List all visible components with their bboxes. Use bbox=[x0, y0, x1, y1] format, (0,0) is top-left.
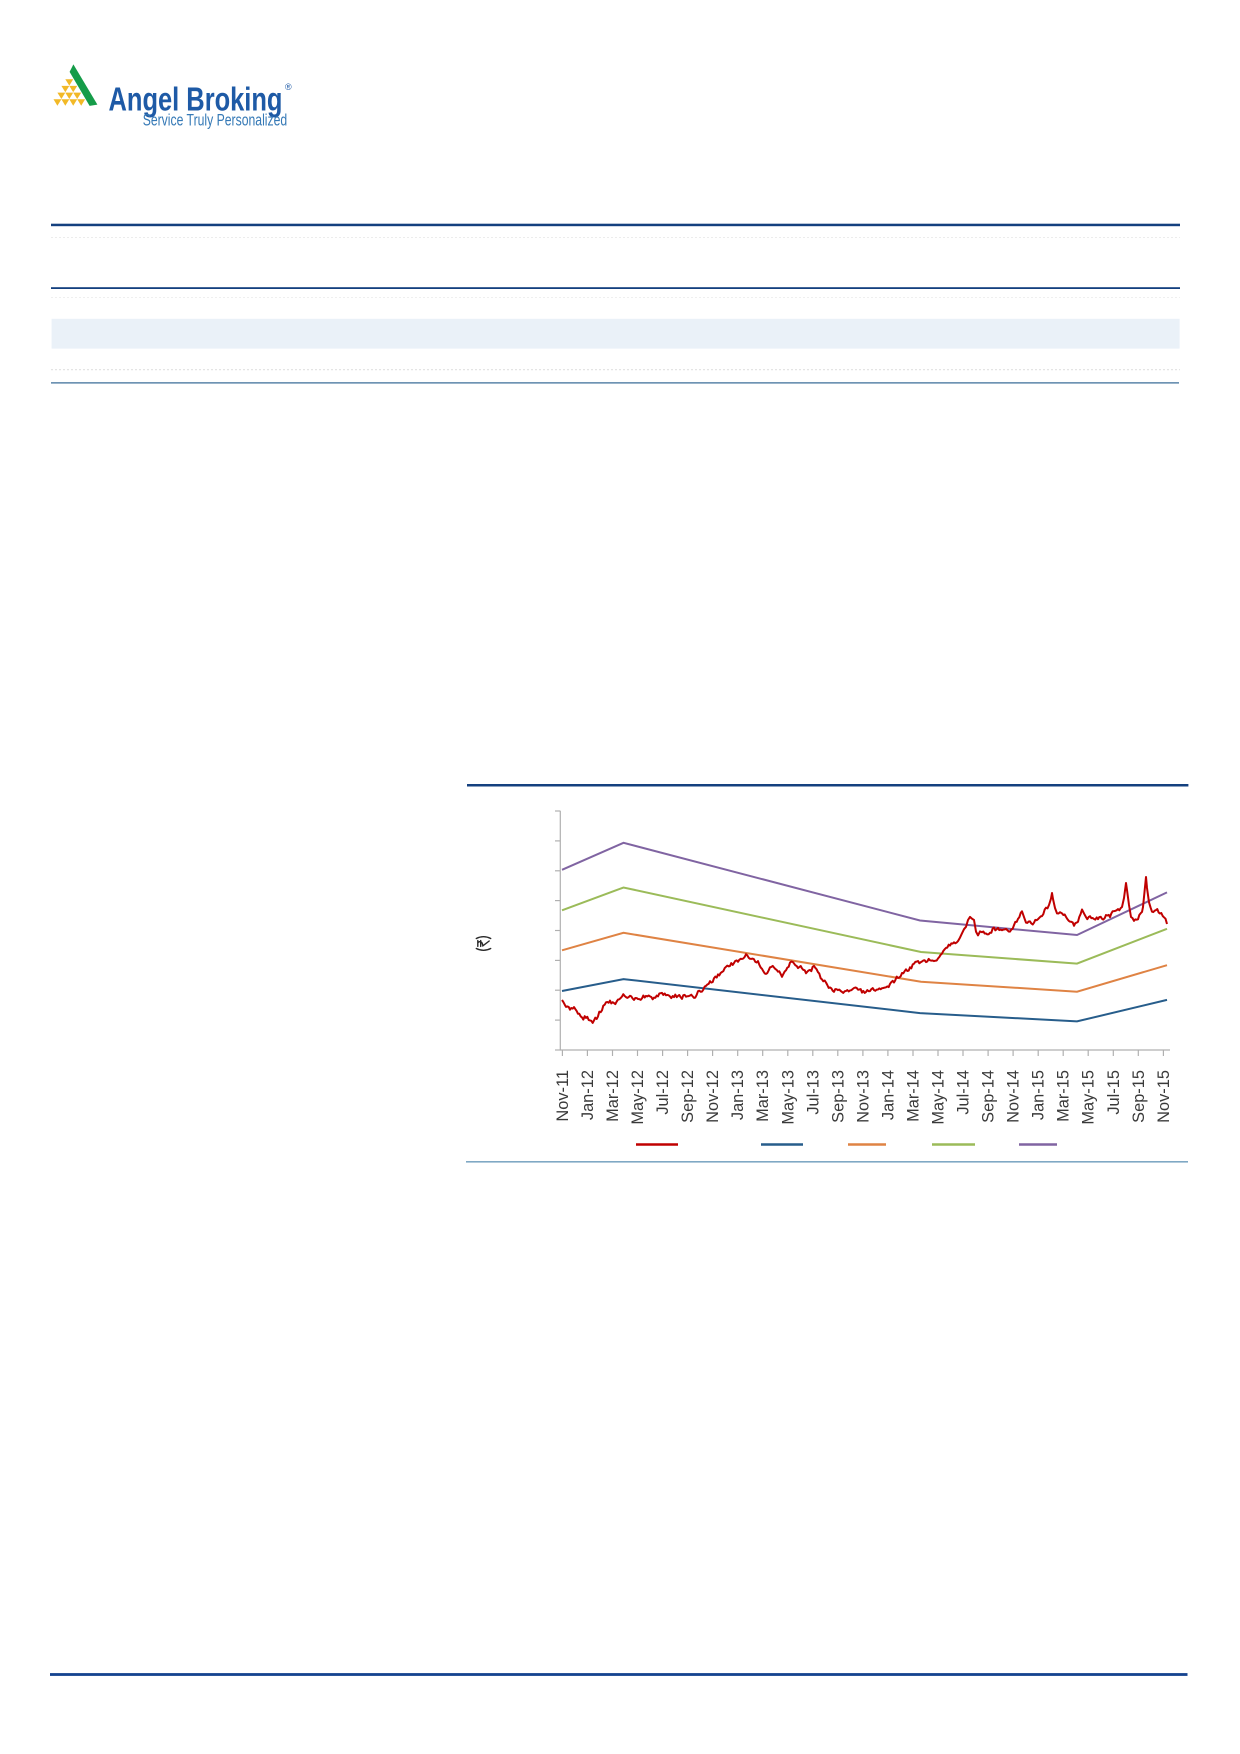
svg-text:Jan-14: Jan-14 bbox=[879, 1070, 897, 1120]
svg-text:Mar-12: Mar-12 bbox=[604, 1070, 622, 1122]
svg-text:Jan-13: Jan-13 bbox=[729, 1070, 747, 1120]
svg-text:May-12: May-12 bbox=[629, 1070, 647, 1125]
svg-text:®: ® bbox=[285, 82, 292, 92]
svg-text:May-15: May-15 bbox=[1080, 1070, 1098, 1125]
svg-text:Jan-15: Jan-15 bbox=[1030, 1070, 1048, 1120]
svg-text:Sep-14: Sep-14 bbox=[980, 1070, 998, 1123]
svg-text:Nov-13: Nov-13 bbox=[854, 1070, 872, 1123]
svg-text:Jul-14: Jul-14 bbox=[955, 1070, 973, 1115]
svg-text:Sep-13: Sep-13 bbox=[829, 1070, 847, 1123]
svg-text:May-14: May-14 bbox=[930, 1070, 948, 1125]
svg-text:Jul-13: Jul-13 bbox=[804, 1070, 822, 1115]
svg-text:May-13: May-13 bbox=[779, 1070, 797, 1125]
svg-text:Service Truly Personalized: Service Truly Personalized bbox=[143, 112, 288, 130]
svg-text:Jul-12: Jul-12 bbox=[654, 1070, 672, 1115]
svg-text:Nov-12: Nov-12 bbox=[704, 1070, 722, 1123]
svg-text:Nov-11: Nov-11 bbox=[554, 1070, 572, 1122]
svg-text:Nov-15: Nov-15 bbox=[1155, 1070, 1173, 1123]
svg-text:Jul-15: Jul-15 bbox=[1105, 1070, 1123, 1115]
svg-text:Mar-13: Mar-13 bbox=[754, 1070, 772, 1122]
svg-text:Sep-12: Sep-12 bbox=[679, 1070, 697, 1123]
svg-text:Mar-15: Mar-15 bbox=[1055, 1070, 1073, 1122]
svg-text:Jan-12: Jan-12 bbox=[579, 1070, 597, 1120]
svg-text:Angel Broking: Angel Broking bbox=[109, 82, 283, 119]
svg-text:Mar-14: Mar-14 bbox=[905, 1070, 923, 1122]
svg-text:Sep-15: Sep-15 bbox=[1130, 1070, 1148, 1123]
svg-text:Nov-14: Nov-14 bbox=[1005, 1070, 1023, 1123]
